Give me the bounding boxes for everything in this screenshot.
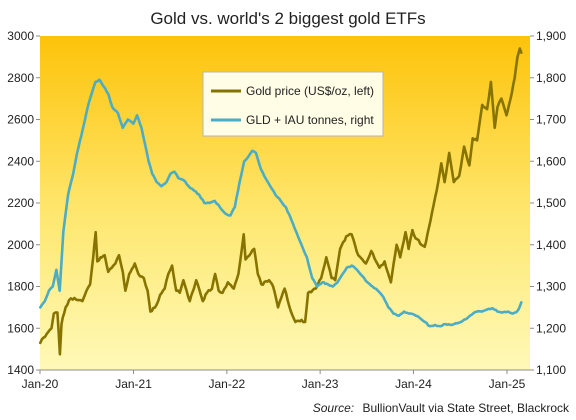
right-tick-label: 1,300 bbox=[536, 280, 566, 294]
left-tick-label: 2400 bbox=[7, 154, 34, 168]
chart-title: Gold vs. world's 2 biggest gold ETFs bbox=[150, 9, 425, 28]
left-tick-label: 2000 bbox=[7, 238, 34, 252]
legend: Gold price (US$/oz, left) GLD + IAU tonn… bbox=[202, 71, 384, 137]
source-text: BullionVault via State Street, Blackrock bbox=[362, 401, 570, 415]
left-tick-label: 3000 bbox=[7, 29, 34, 43]
series-line-gold-price bbox=[39, 47, 523, 356]
right-tick-label: 1,500 bbox=[536, 196, 566, 210]
left-tick-label: 2600 bbox=[7, 113, 34, 127]
right-tick-label: 1,400 bbox=[536, 238, 566, 252]
x-axis: Jan-20 Jan-21 Jan-22 Jan-23 Jan-24 Jan-25 bbox=[22, 369, 530, 391]
x-tick-label: Jan-23 bbox=[302, 377, 339, 391]
right-tick-label: 1,200 bbox=[536, 321, 566, 335]
left-tick-label: 2800 bbox=[7, 71, 34, 85]
x-tick-label: Jan-25 bbox=[489, 377, 526, 391]
x-tick-label: Jan-20 bbox=[22, 377, 59, 391]
right-tick-label: 1,700 bbox=[536, 113, 566, 127]
legend-box bbox=[202, 71, 384, 137]
right-tick-label: 1,600 bbox=[536, 154, 566, 168]
x-tick-label: Jan-24 bbox=[395, 377, 432, 391]
series-line-etf-holdings bbox=[39, 78, 523, 328]
legend-label-gold-price: Gold price (US$/oz, left) bbox=[246, 84, 374, 98]
x-tick-label: Jan-22 bbox=[208, 377, 245, 391]
left-tick-label: 1400 bbox=[7, 363, 34, 377]
source-label: Source: bbox=[313, 401, 354, 415]
left-tick-label: 2200 bbox=[7, 196, 34, 210]
series-layer bbox=[39, 47, 523, 356]
left-tick-label: 1800 bbox=[7, 280, 34, 294]
right-tick-label: 1,900 bbox=[536, 29, 566, 43]
right-tick-label: 1,100 bbox=[536, 363, 566, 377]
left-tick-label: 1600 bbox=[7, 321, 34, 335]
source-note: Source: BullionVault via State Street, B… bbox=[313, 401, 570, 415]
right-tick-label: 1,800 bbox=[536, 71, 566, 85]
x-tick-label: Jan-21 bbox=[115, 377, 152, 391]
left-y-axis: 1400 1600 1800 2000 2200 2400 2600 2800 3000 bbox=[7, 29, 40, 377]
right-y-axis: 1,100 1,200 1,300 1,400 1,500 1,600 1,700 1,800… bbox=[530, 29, 566, 377]
legend-label-etf-holdings: GLD + IAU tonnes, right bbox=[246, 113, 374, 127]
